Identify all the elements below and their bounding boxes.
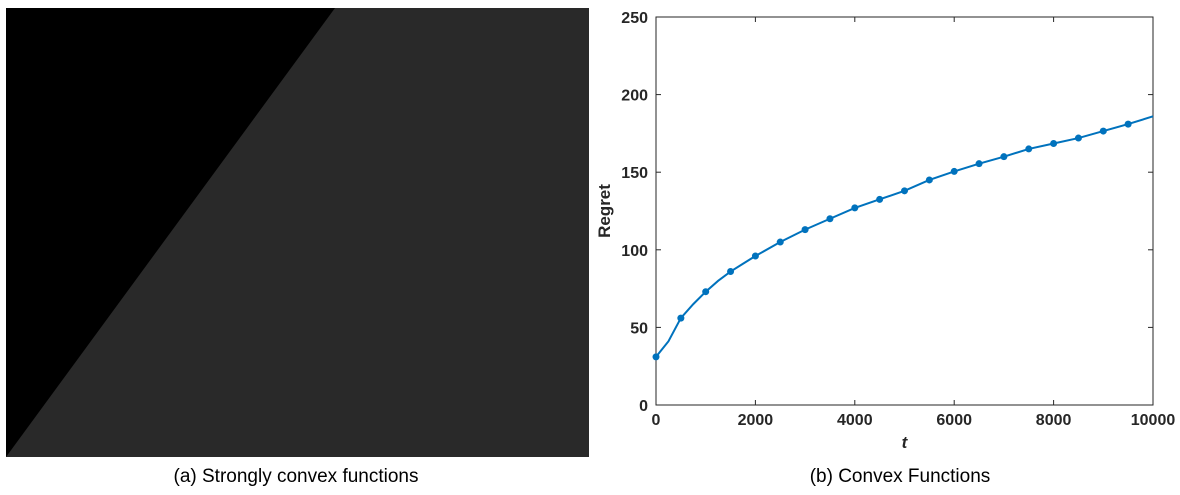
- x-tick-label-6000: 6000: [936, 412, 972, 429]
- caption-a: (a) Strongly convex functions: [173, 466, 419, 487]
- y-tick-label-0: 0: [639, 398, 648, 415]
- data-point-18: [1099, 127, 1107, 135]
- data-point-9: [876, 195, 884, 203]
- data-point-19: [1124, 120, 1132, 128]
- panel-a-image: [6, 8, 589, 457]
- series-markers: [652, 120, 1132, 361]
- y-tick-label-150: 150: [621, 165, 648, 182]
- data-point-8: [851, 204, 859, 212]
- data-point-6: [801, 226, 809, 234]
- data-point-13: [975, 160, 983, 168]
- x-tick-label-10000: 10000: [1131, 412, 1176, 429]
- tick-marks: [655, 16, 1154, 406]
- series-line: [655, 115, 1154, 358]
- y-tick-label-50: 50: [630, 320, 648, 337]
- data-point-12: [950, 167, 958, 175]
- data-point-14: [1000, 153, 1008, 161]
- x-axis-label: t: [902, 433, 909, 452]
- x-tick-label-4000: 4000: [837, 412, 873, 429]
- data-point-7: [826, 215, 834, 223]
- data-point-0: [652, 353, 660, 361]
- x-tick-label-2000: 2000: [738, 412, 774, 429]
- tick-labels: 0 2000 4000 6000 8000 10000 0 50 100 150 200 250: [621, 10, 1175, 429]
- data-point-17: [1074, 134, 1082, 142]
- data-point-5: [776, 238, 784, 246]
- y-tick-label-100: 100: [621, 243, 648, 260]
- data-point-2: [702, 288, 710, 296]
- panel-a-shapes: [6, 8, 335, 457]
- data-point-10: [901, 187, 908, 195]
- data-point-1: [677, 314, 685, 322]
- y-axis-label: Regret: [595, 184, 614, 238]
- caption-b: (b) Convex Functions: [809, 466, 991, 487]
- x-tick-label-8000: 8000: [1036, 412, 1072, 429]
- data-point-3: [727, 268, 735, 276]
- data-point-16: [1050, 139, 1058, 147]
- plot-area: [655, 16, 1154, 406]
- y-tick-label-200: 200: [621, 88, 648, 105]
- data-point-11: [925, 176, 933, 184]
- y-tick-label-250: 250: [621, 10, 648, 27]
- x-tick-label-0: 0: [652, 412, 661, 429]
- chart-b: 0 2000 4000 6000 8000 10000 0 50 100 150 200 250 t …: [590, 0, 1180, 465]
- panel-a-black-region: [6, 8, 335, 457]
- data-point-15: [1025, 145, 1033, 153]
- data-point-4: [751, 252, 759, 260]
